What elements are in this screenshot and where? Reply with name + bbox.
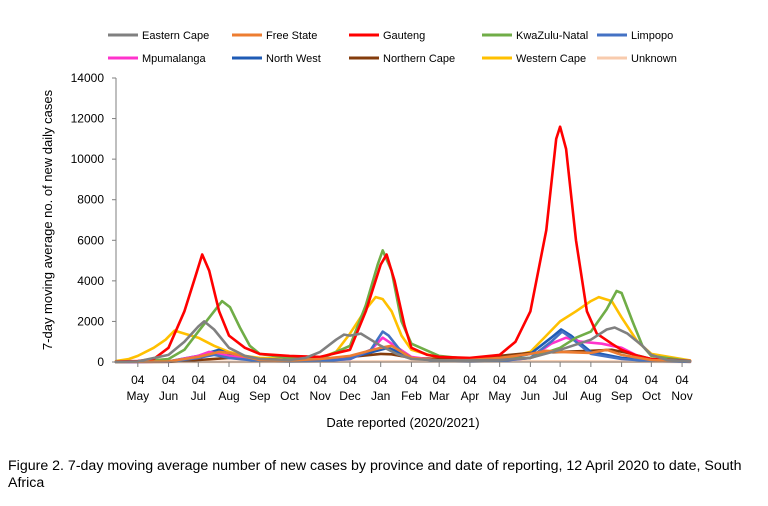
figure-caption: Figure 2. 7-day moving average number of… <box>8 458 742 491</box>
x-tick-month: May <box>488 389 511 403</box>
y-tick-label: 6000 <box>77 233 104 247</box>
x-tick-month: Aug <box>218 389 239 403</box>
x-tick-day: 04 <box>615 373 629 387</box>
x-tick-day: 04 <box>493 373 507 387</box>
x-tick-month: Jan <box>371 389 390 403</box>
legend-label-north-west: North West <box>266 53 321 65</box>
series-line-eastern-cape <box>114 320 692 364</box>
x-tick-day: 04 <box>253 373 267 387</box>
legend-label-unknown: Unknown <box>631 53 677 65</box>
x-tick-day: 04 <box>283 373 297 387</box>
x-tick-day: 04 <box>374 373 388 387</box>
series-line-gauteng <box>114 125 692 363</box>
x-tick-day: 04 <box>524 373 538 387</box>
x-tick-day: 04 <box>645 373 659 387</box>
legend: Eastern Cape Free State Gauteng KwaZulu-Nat… <box>108 30 677 65</box>
y-ticks: 0 2000 4000 6000 8000 10000 12000 14000 <box>71 71 116 369</box>
x-tick-month: Jun <box>521 389 540 403</box>
x-tick-month: Nov <box>310 389 331 403</box>
x-tick-month: May <box>126 389 149 403</box>
x-tick-day: 04 <box>584 373 598 387</box>
legend-label-free-state: Free State <box>266 30 317 42</box>
legend-label-mpumalanga: Mpumalanga <box>142 53 206 65</box>
x-tick-day: 04 <box>162 373 176 387</box>
x-tick-month: Oct <box>642 389 661 403</box>
x-tick-day: 04 <box>222 373 236 387</box>
y-tick-label: 2000 <box>77 314 104 328</box>
x-tick-month: Aug <box>580 389 601 403</box>
y-axis-title: 7-day moving average no. of new daily ca… <box>40 89 55 350</box>
y-tick-label: 12000 <box>71 112 105 126</box>
axes <box>115 78 690 363</box>
x-tick-day: 04 <box>463 373 477 387</box>
x-tick-day: 04 <box>314 373 328 387</box>
x-ticks: 04 May 04 Jun 04 Jul 04 Aug 04 Sep 04 Oct 04 Nov 04 Dec… <box>126 362 693 403</box>
legend-label-limpopo: Limpopo <box>631 30 673 42</box>
y-tick-label: 8000 <box>77 193 104 207</box>
y-tick-label: 0 <box>97 355 104 369</box>
legend-label-gauteng: Gauteng <box>383 30 425 42</box>
legend-label-northern-cape: Northern Cape <box>383 53 455 65</box>
series-line-western-cape <box>114 295 692 363</box>
y-tick-label: 14000 <box>71 71 105 85</box>
x-tick-month: Jul <box>552 389 567 403</box>
x-tick-month: Apr <box>461 389 480 403</box>
y-tick-label: 10000 <box>71 152 105 166</box>
legend-label-western-cape: Western Cape <box>516 53 586 65</box>
x-tick-month: Jun <box>159 389 178 403</box>
x-tick-month: Sep <box>611 389 633 403</box>
x-tick-month: Dec <box>339 389 360 403</box>
x-tick-day: 04 <box>405 373 419 387</box>
legend-label-kwazulu-natal: KwaZulu-Natal <box>516 30 588 42</box>
x-tick-month: Oct <box>280 389 299 403</box>
x-tick-day: 04 <box>343 373 357 387</box>
x-tick-day: 04 <box>131 373 145 387</box>
x-tick-month: Feb <box>401 389 422 403</box>
y-tick-label: 4000 <box>77 274 104 288</box>
x-tick-month: Sep <box>249 389 271 403</box>
x-tick-day: 04 <box>192 373 206 387</box>
x-tick-day: 04 <box>675 373 689 387</box>
series-group <box>114 125 692 364</box>
x-tick-month: Mar <box>429 389 450 403</box>
x-axis-title: Date reported (2020/2021) <box>326 415 479 430</box>
x-tick-day: 04 <box>553 373 567 387</box>
legend-label-eastern-cape: Eastern Cape <box>142 30 209 42</box>
x-tick-month: Nov <box>671 389 692 403</box>
x-tick-day: 04 <box>433 373 447 387</box>
x-tick-month: Jul <box>191 389 206 403</box>
